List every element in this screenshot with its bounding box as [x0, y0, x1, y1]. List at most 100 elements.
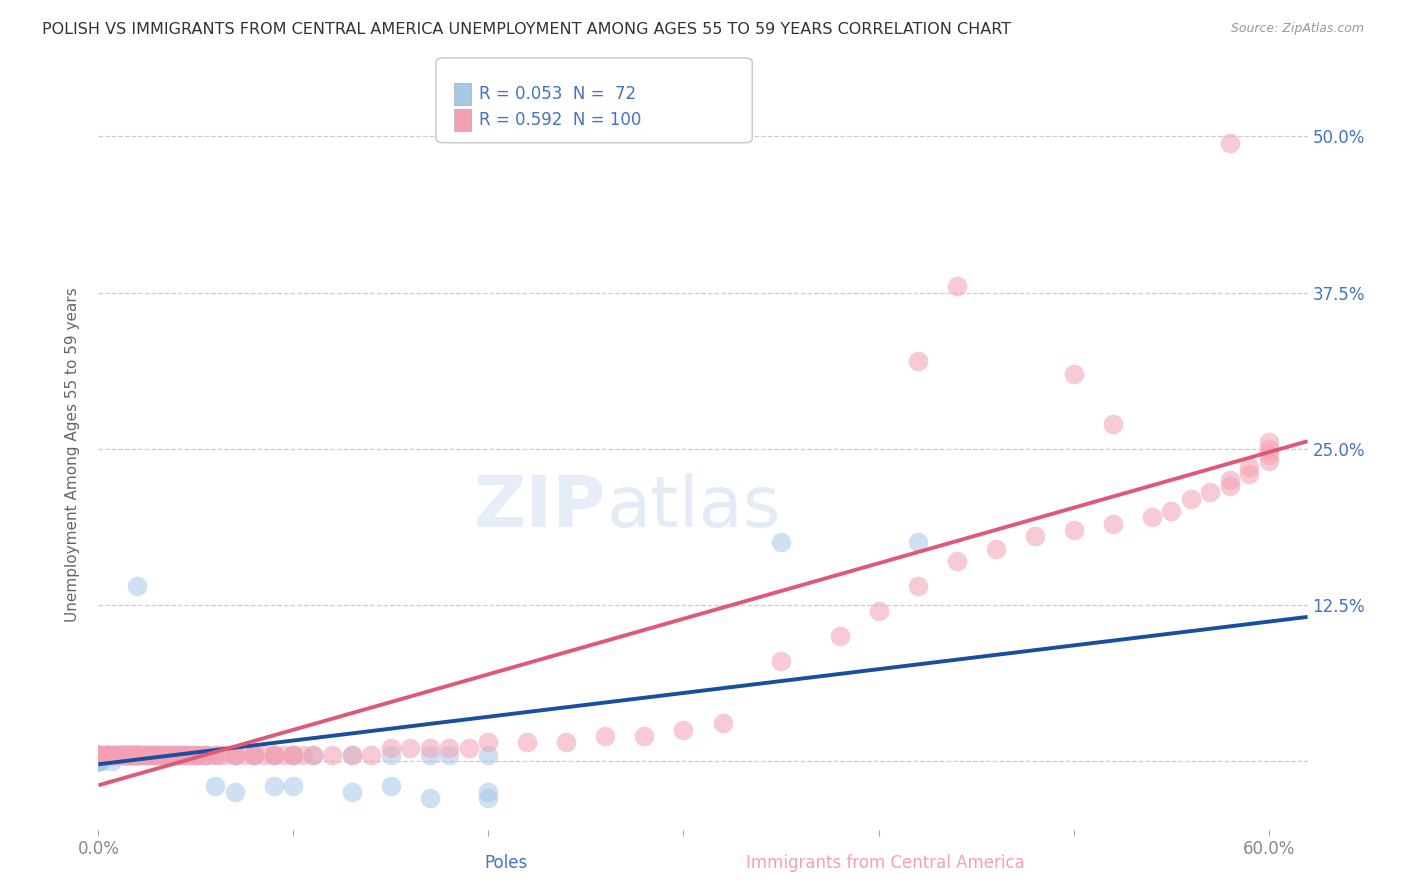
Point	[146, 747, 169, 762]
Point	[184, 747, 207, 762]
Point	[97, 747, 120, 762]
Text: R = 0.592  N = 100: R = 0.592 N = 100	[479, 111, 641, 129]
Point	[101, 754, 124, 768]
Point	[87, 747, 110, 762]
Point	[769, 535, 792, 549]
Point	[165, 747, 187, 762]
Point	[1101, 417, 1123, 431]
Point	[419, 741, 441, 756]
Point	[340, 747, 363, 762]
Point	[1257, 448, 1279, 462]
Point	[107, 747, 129, 762]
Point	[97, 747, 120, 762]
Point	[107, 747, 129, 762]
Point	[169, 747, 191, 762]
Point	[138, 747, 160, 762]
Point	[87, 747, 110, 762]
Point	[136, 747, 159, 762]
Point	[179, 747, 201, 762]
Point	[233, 747, 256, 762]
Point	[208, 747, 231, 762]
Point	[97, 747, 120, 762]
Point	[243, 747, 266, 762]
Point	[283, 779, 305, 793]
Point	[263, 747, 285, 762]
Point	[122, 747, 145, 762]
Point	[224, 747, 246, 762]
Point	[1063, 367, 1085, 381]
Point	[283, 747, 305, 762]
Point	[93, 747, 115, 762]
Point	[595, 729, 617, 743]
Point	[146, 747, 169, 762]
Point	[283, 747, 305, 762]
Point	[711, 716, 734, 731]
Point	[93, 747, 115, 762]
Point	[204, 747, 226, 762]
Point	[111, 747, 134, 762]
Point	[146, 747, 169, 762]
Point	[302, 747, 325, 762]
Point	[87, 747, 110, 762]
Point	[87, 754, 110, 768]
Point	[87, 747, 110, 762]
Point	[945, 554, 967, 568]
Point	[214, 747, 236, 762]
Point	[263, 779, 285, 793]
Point	[184, 747, 207, 762]
Point	[340, 747, 363, 762]
Point	[87, 747, 110, 762]
Point	[340, 785, 363, 799]
Point	[87, 754, 110, 768]
Point	[1237, 460, 1260, 475]
Point	[477, 747, 499, 762]
Point	[1237, 467, 1260, 481]
Point	[399, 741, 422, 756]
Point	[87, 747, 110, 762]
Text: R = 0.053  N =  72: R = 0.053 N = 72	[479, 85, 637, 103]
Point	[101, 747, 124, 762]
Point	[907, 579, 929, 593]
Point	[91, 747, 114, 762]
Point	[1257, 454, 1279, 468]
Point	[165, 747, 187, 762]
Point	[114, 747, 136, 762]
Point	[132, 747, 155, 762]
Point	[121, 747, 143, 762]
Text: Immigrants from Central America: Immigrants from Central America	[747, 855, 1025, 872]
Point	[156, 747, 179, 762]
Point	[1140, 510, 1163, 524]
Point	[173, 747, 195, 762]
Point	[1219, 479, 1241, 493]
Point	[111, 747, 134, 762]
Point	[1101, 516, 1123, 531]
Point	[477, 735, 499, 749]
Point	[633, 729, 655, 743]
Point	[419, 791, 441, 805]
Point	[142, 747, 165, 762]
Point	[184, 747, 207, 762]
Point	[224, 747, 246, 762]
Point	[118, 747, 141, 762]
Point	[142, 747, 165, 762]
Point	[907, 535, 929, 549]
Point	[1024, 529, 1046, 543]
Point	[419, 747, 441, 762]
Point	[87, 754, 110, 768]
Point	[127, 747, 149, 762]
Point	[117, 747, 139, 762]
Point	[117, 747, 139, 762]
Point	[162, 747, 184, 762]
Point	[283, 747, 305, 762]
Point	[103, 747, 125, 762]
Point	[136, 747, 159, 762]
Point	[152, 747, 174, 762]
Point	[194, 747, 217, 762]
Point	[87, 747, 110, 762]
Point	[292, 747, 315, 762]
Point	[224, 747, 246, 762]
Point	[380, 741, 402, 756]
Point	[1257, 435, 1279, 450]
Point	[302, 747, 325, 762]
Point	[174, 747, 197, 762]
